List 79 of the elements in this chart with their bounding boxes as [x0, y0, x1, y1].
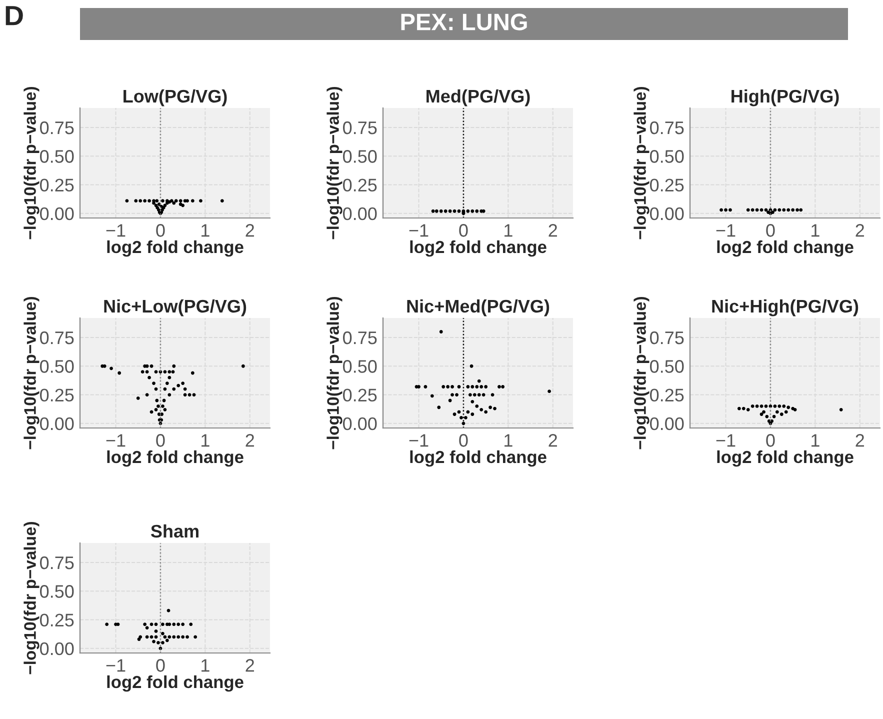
x-axis-title: log2 fold change: [717, 450, 854, 467]
y-tick-label: 0.25: [650, 178, 684, 192]
x-tick-label: 2: [246, 224, 254, 237]
x-axis-title: log2 fold change: [410, 240, 546, 257]
x-tick-label: −1: [716, 224, 736, 237]
y-tick-label: 0.00: [40, 207, 74, 220]
x-axis-title: log2 fold change: [107, 240, 244, 257]
y-tick-label: 0.25: [40, 614, 74, 626]
x-tick-label: 2: [548, 434, 557, 447]
y-tick-label: 0.00: [650, 417, 684, 430]
x-axis-title: log2 fold change: [107, 675, 244, 692]
x-tick-label: 1: [202, 224, 210, 237]
y-tick-label: 0.00: [40, 417, 74, 430]
x-tick-label: 1: [504, 224, 512, 237]
x-tick-label: −1: [409, 224, 428, 237]
x-tick-label: 0: [156, 224, 165, 237]
x-tick-label: 1: [202, 659, 210, 672]
y-tick-label: 0.50: [40, 150, 74, 163]
y-tick-label: 0.75: [40, 121, 74, 134]
y-tick-label: 0.50: [40, 585, 74, 598]
y-tick-label: 0.75: [650, 331, 684, 344]
y-tick-label: 0.00: [343, 207, 377, 220]
x-tick-label: −1: [716, 434, 736, 447]
x-tick-label: 0: [766, 224, 775, 237]
chart-title: Nic+Low(PG/VG): [104, 299, 246, 316]
y-axis-title: −log10(fdr p−value): [24, 86, 40, 240]
y-tick-label: 0.50: [343, 360, 377, 373]
y-tick-label: 0.00: [343, 417, 377, 430]
x-tick-label: 1: [504, 434, 512, 447]
y-tick-label: 0.75: [40, 331, 74, 344]
x-tick-label: 2: [246, 434, 254, 447]
x-tick-label: 0: [766, 434, 775, 447]
x-axis-title: log2 fold change: [107, 450, 244, 467]
x-tick-label: 0: [459, 224, 468, 237]
y-axis-title: −log10(fdr p−value): [326, 86, 342, 240]
x-axis-title: log2 fold change: [410, 450, 546, 467]
x-tick-label: 2: [246, 659, 254, 672]
x-tick-label: −1: [409, 434, 428, 447]
x-axis-title: log2 fold change: [717, 240, 854, 257]
x-tick-label: 0: [156, 434, 165, 447]
y-tick-label: 0.25: [40, 388, 74, 402]
chart-title: Sham: [150, 524, 198, 538]
y-tick-label: 0.50: [650, 360, 684, 373]
x-tick-label: 1: [202, 434, 210, 447]
x-tick-label: 2: [856, 434, 864, 447]
x-tick-label: 1: [812, 224, 820, 237]
y-tick-label: 0.75: [343, 331, 377, 344]
chart-title: High(PG/VG): [732, 89, 839, 106]
y-tick-label: 0.25: [40, 178, 74, 192]
text: PEX: LUNG: [401, 14, 527, 30]
x-tick-label: −1: [106, 224, 126, 237]
x-tick-label: −1: [106, 434, 126, 447]
chart-title: Nic+High(PG/VG): [712, 299, 858, 316]
y-axis-title: −log10(fdr p−value): [24, 296, 40, 450]
x-tick-label: 1: [812, 434, 820, 447]
y-tick-label: 0.50: [40, 360, 74, 373]
y-tick-label: 0.00: [650, 207, 684, 220]
x-tick-label: −1: [106, 659, 126, 672]
chart-title: Low(PG/VG): [124, 89, 227, 106]
y-tick-label: 0.75: [650, 121, 684, 134]
y-tick-label: 0.50: [650, 150, 684, 163]
x-tick-label: 0: [459, 434, 468, 447]
y-tick-label: 0.25: [343, 388, 377, 402]
x-tick-label: 0: [156, 659, 165, 672]
y-tick-label: 0.75: [40, 556, 74, 570]
chart-title: Nic+Med(PG/VG): [407, 299, 550, 316]
y-tick-label: 0.75: [343, 121, 377, 134]
text: D: [6, 6, 23, 26]
chart-title: Med(PG/VG): [426, 89, 530, 106]
y-tick-label: 0.25: [343, 178, 377, 192]
y-tick-label: 0.25: [650, 388, 684, 402]
y-tick-label: 0.50: [343, 150, 377, 163]
x-tick-label: 2: [856, 224, 864, 237]
y-axis-title: −log10(fdr p−value): [634, 86, 650, 240]
y-axis-title: −log10(fdr p−value): [326, 296, 342, 450]
y-axis-title: −log10(fdr p−value): [634, 296, 650, 450]
y-axis-title: −log10(fdr p−value): [24, 522, 40, 674]
y-tick-label: 0.00: [40, 642, 74, 656]
x-tick-label: 2: [548, 224, 557, 237]
